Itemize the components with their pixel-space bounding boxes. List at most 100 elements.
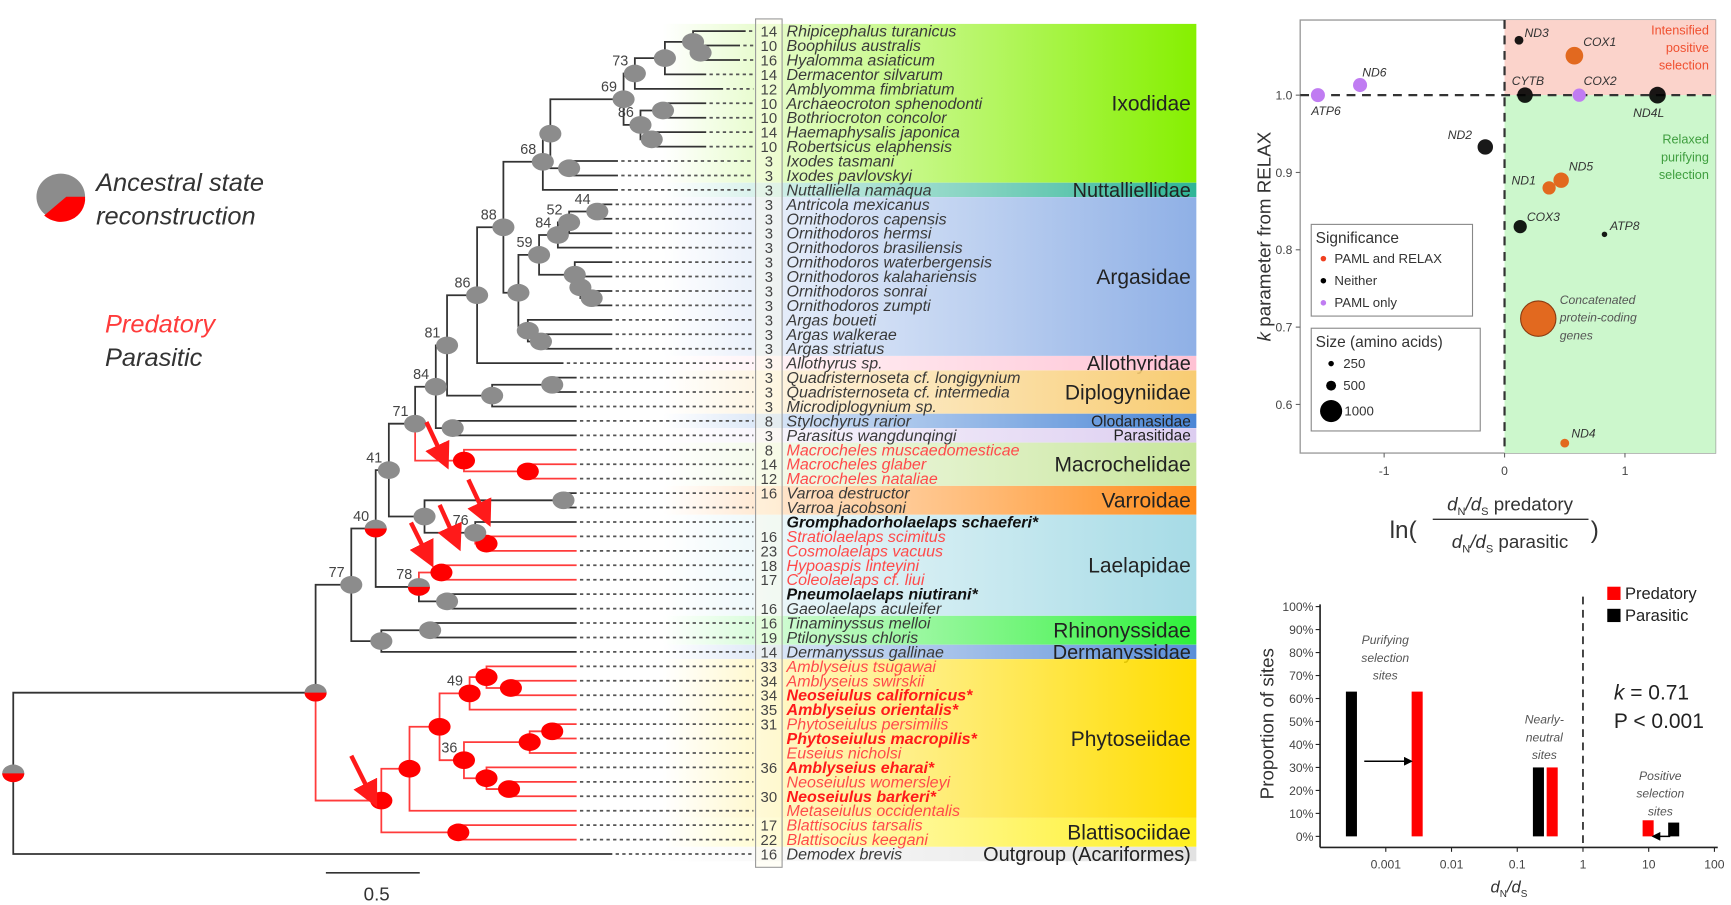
sites-count: 35 xyxy=(761,703,778,719)
taxon-name: Blattisocius keegani xyxy=(787,832,929,849)
concat-line: protein-coding xyxy=(1559,311,1637,325)
gene-label: ATP8 xyxy=(1609,219,1640,233)
family-band xyxy=(662,644,1197,660)
bar-y-tick: 90% xyxy=(1289,623,1314,637)
node-pie xyxy=(428,717,451,736)
scatter-point xyxy=(1513,219,1527,234)
taxon-name: Amblyseius tsugawai xyxy=(786,659,937,676)
tree-branch xyxy=(485,665,577,678)
bar-legend-predatory: Predatory xyxy=(1625,584,1697,603)
predation-origin-arrow xyxy=(408,521,434,568)
taxon-name: Pneumolaelaps niutirani* xyxy=(787,587,979,604)
tree-branch xyxy=(314,583,352,693)
svg-text:dN/dS predatory: dN/dS predatory xyxy=(1447,493,1574,517)
taxon-name: Ornithodoros kalahariensis xyxy=(787,269,977,286)
taxon-name: Amblyseius swirskii xyxy=(786,673,925,690)
tree-branch xyxy=(451,428,577,437)
sites-count: 14 xyxy=(761,645,778,661)
node-pie xyxy=(541,375,564,394)
taxon-name: Parasitus wangdunqingi xyxy=(787,428,957,445)
purifying-label: Purifying xyxy=(1362,633,1409,647)
taxon-name: Microdiplogynium sp. xyxy=(787,399,937,416)
node-pie xyxy=(531,152,554,171)
bootstrap-value: 68 xyxy=(520,142,536,158)
node-pie xyxy=(370,632,393,650)
family-label: Macrochelidae xyxy=(1054,454,1190,477)
size-dot-500 xyxy=(1326,380,1337,391)
node-pie xyxy=(436,592,459,611)
transition-arrows xyxy=(349,421,492,808)
family-label: Olodamasidae xyxy=(1091,413,1191,430)
node-pie xyxy=(452,751,476,770)
tree-branch xyxy=(446,593,577,602)
tree-branch xyxy=(446,601,577,610)
tree-branch xyxy=(314,692,382,802)
node-pie xyxy=(413,507,436,526)
node-pie xyxy=(481,386,504,405)
sites-count: 3 xyxy=(765,183,773,199)
sites-count: 30 xyxy=(761,790,778,806)
node-pie xyxy=(364,519,387,538)
sites-count: 16 xyxy=(761,530,778,546)
tree-branch xyxy=(446,345,493,397)
sites-count: 17 xyxy=(761,573,778,589)
scatter-point xyxy=(1310,88,1325,103)
sites-count: 8 xyxy=(765,414,773,430)
gene-label: ND4L xyxy=(1633,106,1664,120)
positive-label: Positive xyxy=(1639,769,1682,783)
predation-origin-arrow xyxy=(466,478,492,527)
tree-branch xyxy=(408,768,577,812)
tree-branch xyxy=(429,630,577,639)
sites-count: 3 xyxy=(765,371,773,387)
bar-y-tick: 70% xyxy=(1289,669,1314,683)
relaxed-line: Relaxed xyxy=(1662,133,1709,147)
sites-count: 22 xyxy=(761,833,778,849)
node-pie xyxy=(466,286,489,305)
taxon-name: Ptilonyssus chloris xyxy=(787,630,919,647)
y-tick-label: 0.8 xyxy=(1276,243,1293,257)
sites-count: 19 xyxy=(761,631,778,647)
sites-count: 16 xyxy=(761,602,778,618)
sites-count: 14 xyxy=(761,68,778,84)
taxon-name: Hypoaspis linteyini xyxy=(787,558,920,575)
sites-count: 16 xyxy=(761,848,778,864)
bar-parasitic xyxy=(1532,767,1544,837)
node-pie xyxy=(558,213,581,232)
taxon-name: Tinaminyssus melloi xyxy=(787,616,931,633)
scale-bar: 0.5 xyxy=(325,871,420,904)
sites-count: 3 xyxy=(765,212,773,228)
dnds-bar-chart: 0% 10% 20% 30% 40% 50% 60% 70% 80% 90% 100% 0.001 0.… xyxy=(1257,584,1725,900)
node-pie xyxy=(629,116,652,134)
node-pie xyxy=(436,336,459,355)
legend-dot-paml-relax xyxy=(1320,255,1327,262)
legend-item: PAML and RELAX xyxy=(1334,251,1442,266)
gene-label: COX1 xyxy=(1583,35,1616,49)
bar-predatory xyxy=(1546,767,1558,837)
tree-branch xyxy=(463,448,577,461)
bar-y-tick: 30% xyxy=(1289,761,1314,775)
size-item: 250 xyxy=(1343,356,1365,371)
bar-x-tick: 0.01 xyxy=(1440,857,1464,871)
sites-count: 10 xyxy=(761,140,778,156)
family-band xyxy=(662,659,1197,818)
bar-x-tick: 0.001 xyxy=(1371,857,1402,871)
gene-label: COX2 xyxy=(1584,74,1617,88)
node-pie xyxy=(475,769,498,788)
node-pie xyxy=(612,90,635,109)
sites-count: 16 xyxy=(761,53,778,69)
bootstrap-value: 84 xyxy=(413,367,429,383)
node-pie xyxy=(586,202,609,221)
bootstrap-value: 41 xyxy=(366,450,382,466)
taxon-name: Varroa destructor xyxy=(787,486,911,503)
taxon-name: Stratiolaelaps scimitus xyxy=(787,529,946,546)
bootstrap-value: 44 xyxy=(575,192,591,208)
sites-count: 14 xyxy=(761,126,778,142)
bootstrap-value: 81 xyxy=(424,326,440,342)
taxon-name: Dermanyssus gallinae xyxy=(787,644,945,661)
scatter-point xyxy=(1560,438,1570,448)
pie-legend-red-slice xyxy=(44,196,86,222)
node-pie xyxy=(640,130,663,149)
neutral-label: neutral xyxy=(1526,730,1563,744)
sites-count: 3 xyxy=(765,284,773,300)
